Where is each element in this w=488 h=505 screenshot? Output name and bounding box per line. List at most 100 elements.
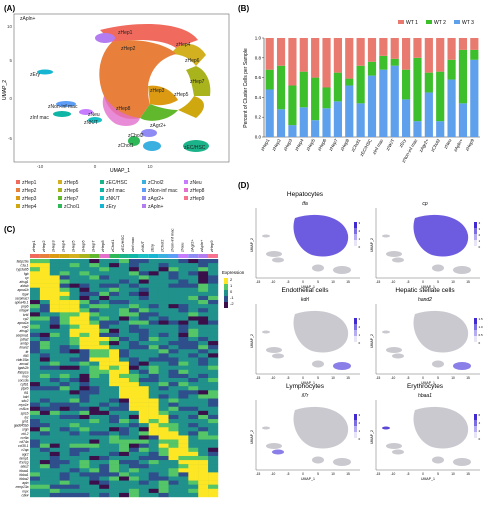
heatmap-cell <box>89 472 100 477</box>
heatmap-cell <box>178 345 189 350</box>
heatmap-cell <box>138 316 149 321</box>
cluster-zagr2 <box>141 129 157 137</box>
gene-name: cp <box>422 201 428 207</box>
heatmap-cell <box>89 332 100 338</box>
heatmap-cell <box>49 390 60 395</box>
heatmap-cell <box>198 353 209 358</box>
heatmap-cell <box>198 431 209 436</box>
heatmap-cell <box>138 488 149 494</box>
endothelial-cloud <box>333 266 351 274</box>
heatmap-cell <box>138 291 149 297</box>
heatmap-cell <box>89 468 100 473</box>
heatmap-cell <box>119 353 130 358</box>
heatmap-cell <box>119 378 130 383</box>
bar-segment <box>265 38 274 70</box>
heatmap-cell <box>148 345 159 350</box>
cluster-label: zHep7 <box>190 79 205 85</box>
heatmap-cell <box>79 398 90 403</box>
cluster-zchol1 <box>128 136 140 146</box>
heatmap-cell <box>99 271 110 276</box>
heatmap-cell <box>128 349 140 354</box>
heatmap-cell <box>49 365 60 370</box>
heatmap-cell <box>178 435 189 440</box>
heatmap-cell <box>168 451 179 457</box>
heatmap-cell <box>138 283 149 288</box>
heatmap-cell <box>198 402 209 407</box>
heatmap-cell <box>168 308 179 313</box>
d-x-tick: -15 <box>376 280 381 284</box>
heatmap-cell <box>158 406 169 412</box>
heatmap-cell <box>178 390 189 395</box>
heatmap-cell <box>148 439 159 444</box>
heatmap-cell <box>138 320 149 325</box>
heatmap-cell <box>178 439 189 444</box>
immune-cloud <box>266 443 282 449</box>
heatmap-cell <box>158 279 169 284</box>
cholangiocyte-cloud <box>312 456 324 464</box>
heatmap-cell <box>138 341 149 346</box>
heatmap-cell <box>158 386 169 391</box>
heatmap-cell <box>49 480 60 485</box>
scale-swatch <box>474 222 477 228</box>
heatmap-cell <box>158 435 169 440</box>
heatmap-cell <box>109 267 120 272</box>
cluster-znkt <box>88 117 102 123</box>
heatmap-cell <box>69 283 80 288</box>
heatmap-cell <box>109 373 120 379</box>
heatmap-cell <box>158 336 169 342</box>
gene-label: rbp4 <box>22 292 29 296</box>
cluster-zhep2 <box>99 40 176 119</box>
heatmap-cell <box>138 312 149 317</box>
heatmap-cell <box>119 295 130 301</box>
heatmap-cell <box>168 312 179 317</box>
heatmap-cell <box>99 263 110 268</box>
heatmap-cell <box>69 345 80 350</box>
heatmap-cell <box>39 316 50 321</box>
heatmap-cell <box>178 263 189 268</box>
heatmap-cell <box>109 488 120 494</box>
heatmap-cell <box>49 460 60 465</box>
umap-y-tick: 0 <box>9 96 12 101</box>
heatmap-cell <box>208 480 219 485</box>
heatmap-cell <box>59 427 70 432</box>
heatmap-cell <box>198 304 209 309</box>
column-color-bar <box>198 254 209 258</box>
bar-segment <box>322 87 331 109</box>
heatmap-cell <box>178 324 189 329</box>
heatmap-cell <box>99 386 110 391</box>
heatmap-cell <box>69 291 80 297</box>
legend-swatch <box>100 204 104 208</box>
heatmap-cell <box>148 386 159 391</box>
heatmap-cell <box>188 304 199 309</box>
heatmap-cell <box>49 275 60 280</box>
immune-cloud <box>386 251 402 257</box>
y-tick-label: 1.0 <box>255 36 262 41</box>
heatmap-cell <box>69 332 80 338</box>
heatmap-cell <box>89 460 100 465</box>
heatmap-cell <box>39 398 50 403</box>
heatmap-cell <box>168 476 179 481</box>
heatmap-cell <box>128 476 140 481</box>
heatmap-cell <box>138 476 149 481</box>
heatmap-cell <box>30 488 41 494</box>
heatmap-cell <box>109 332 120 338</box>
heatmap-cell <box>158 468 169 473</box>
heatmap-cell <box>39 267 50 272</box>
heatmap-cell <box>158 492 169 498</box>
legend-swatch <box>16 196 20 200</box>
gene-label: hbba2 <box>19 477 28 481</box>
d-x-tick: -15 <box>376 472 381 476</box>
umap-y-tick: -5 <box>8 136 12 141</box>
heatmap-cell <box>128 398 140 403</box>
heatmap-cell <box>138 390 149 395</box>
heatmap-cell <box>109 435 120 440</box>
heatmap-cell <box>178 357 189 362</box>
heatmap-cell <box>178 480 189 485</box>
d-x-tick: 5 <box>437 376 439 380</box>
gene-label: c3a.1 <box>20 264 28 268</box>
heatmap-cell <box>119 419 130 424</box>
legend-swatch <box>184 188 188 192</box>
gene-label: kdrl <box>23 395 29 399</box>
heatmap-cell <box>99 279 110 284</box>
